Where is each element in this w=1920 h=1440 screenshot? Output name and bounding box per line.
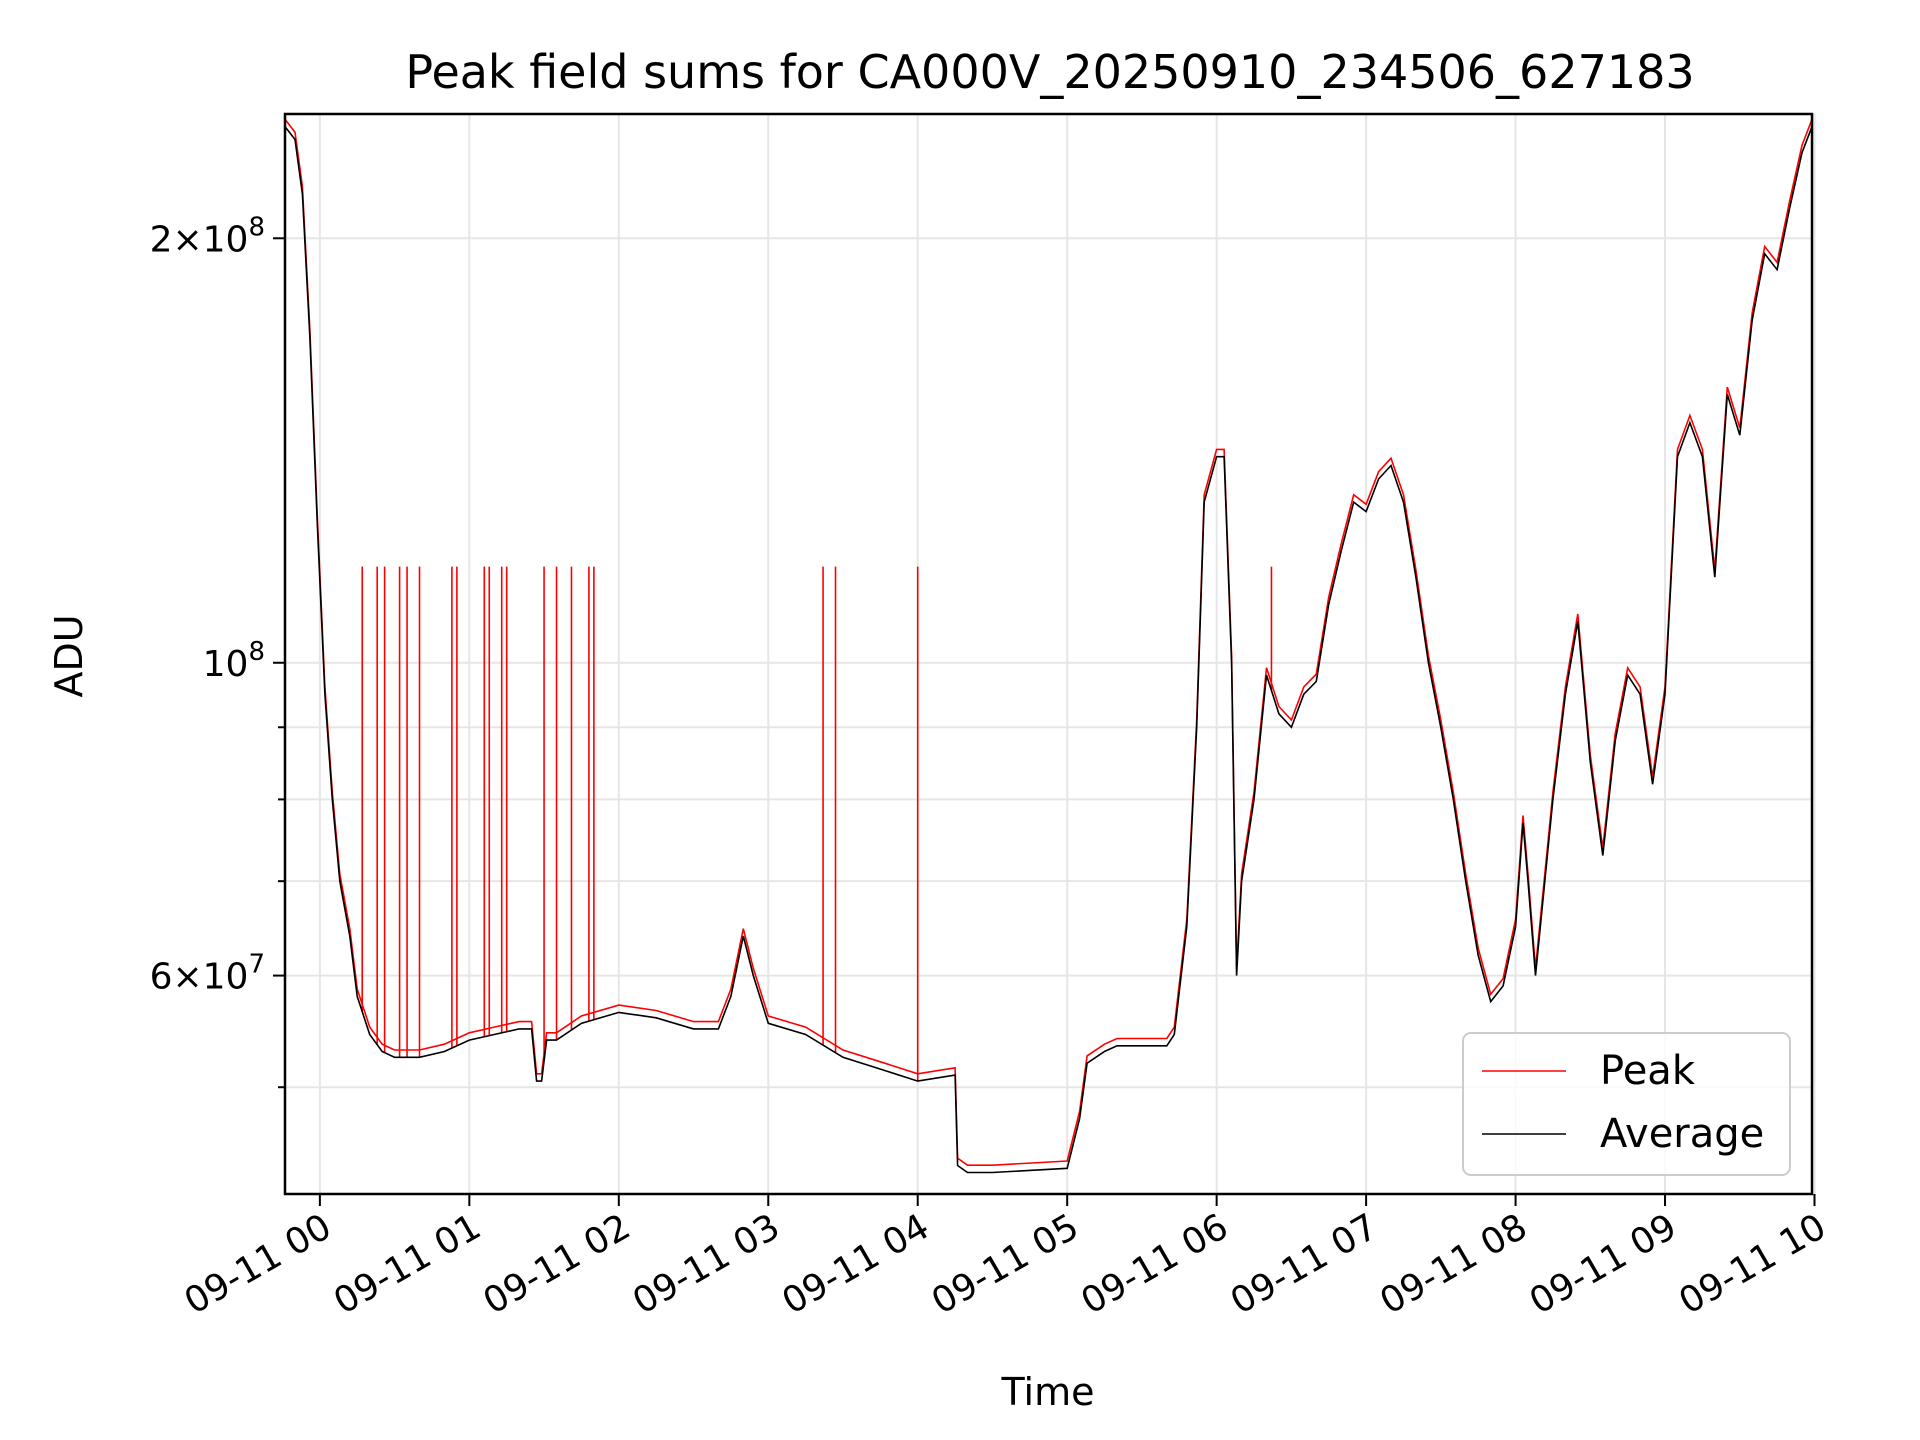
legend-label-peak: Peak: [1600, 1048, 1696, 1094]
series-line-average: [284, 126, 1813, 1174]
y-tick-label: 108: [203, 637, 265, 685]
x-tick-label: 09-11 05: [925, 1206, 1086, 1322]
series-line-peak: [284, 118, 1813, 1166]
x-tick-label: 09-11 04: [776, 1206, 937, 1322]
y-tick-label: 6×107: [150, 950, 265, 998]
y-axis-label: ADU: [47, 614, 91, 697]
x-tick-label: 09-11 03: [626, 1206, 787, 1322]
x-tick-label: 09-11 09: [1523, 1206, 1684, 1322]
legend: Peak Average: [1462, 1032, 1791, 1176]
x-tick-label: 09-11 10: [1672, 1206, 1833, 1322]
y-tick-label: 2×108: [150, 212, 265, 260]
x-axis-label: Time: [1001, 1370, 1095, 1414]
plot-frame: [283, 112, 1814, 1196]
plot-series: [284, 118, 1813, 1174]
x-tick-label: 09-11 08: [1373, 1206, 1534, 1322]
legend-label-average: Average: [1600, 1111, 1764, 1157]
x-tick-label: 09-11 01: [327, 1206, 488, 1322]
x-tick-label: 09-11 06: [1074, 1206, 1235, 1322]
grid-lines: [285, 114, 1816, 1194]
chart-title: Peak field sums for CA000V_20250910_2345…: [405, 45, 1694, 99]
x-tick-label: 09-11 02: [477, 1206, 638, 1322]
x-tick-label: 09-11 07: [1224, 1206, 1385, 1322]
legend-box: [1462, 1032, 1791, 1176]
x-tick-label: 09-11 00: [178, 1206, 339, 1322]
